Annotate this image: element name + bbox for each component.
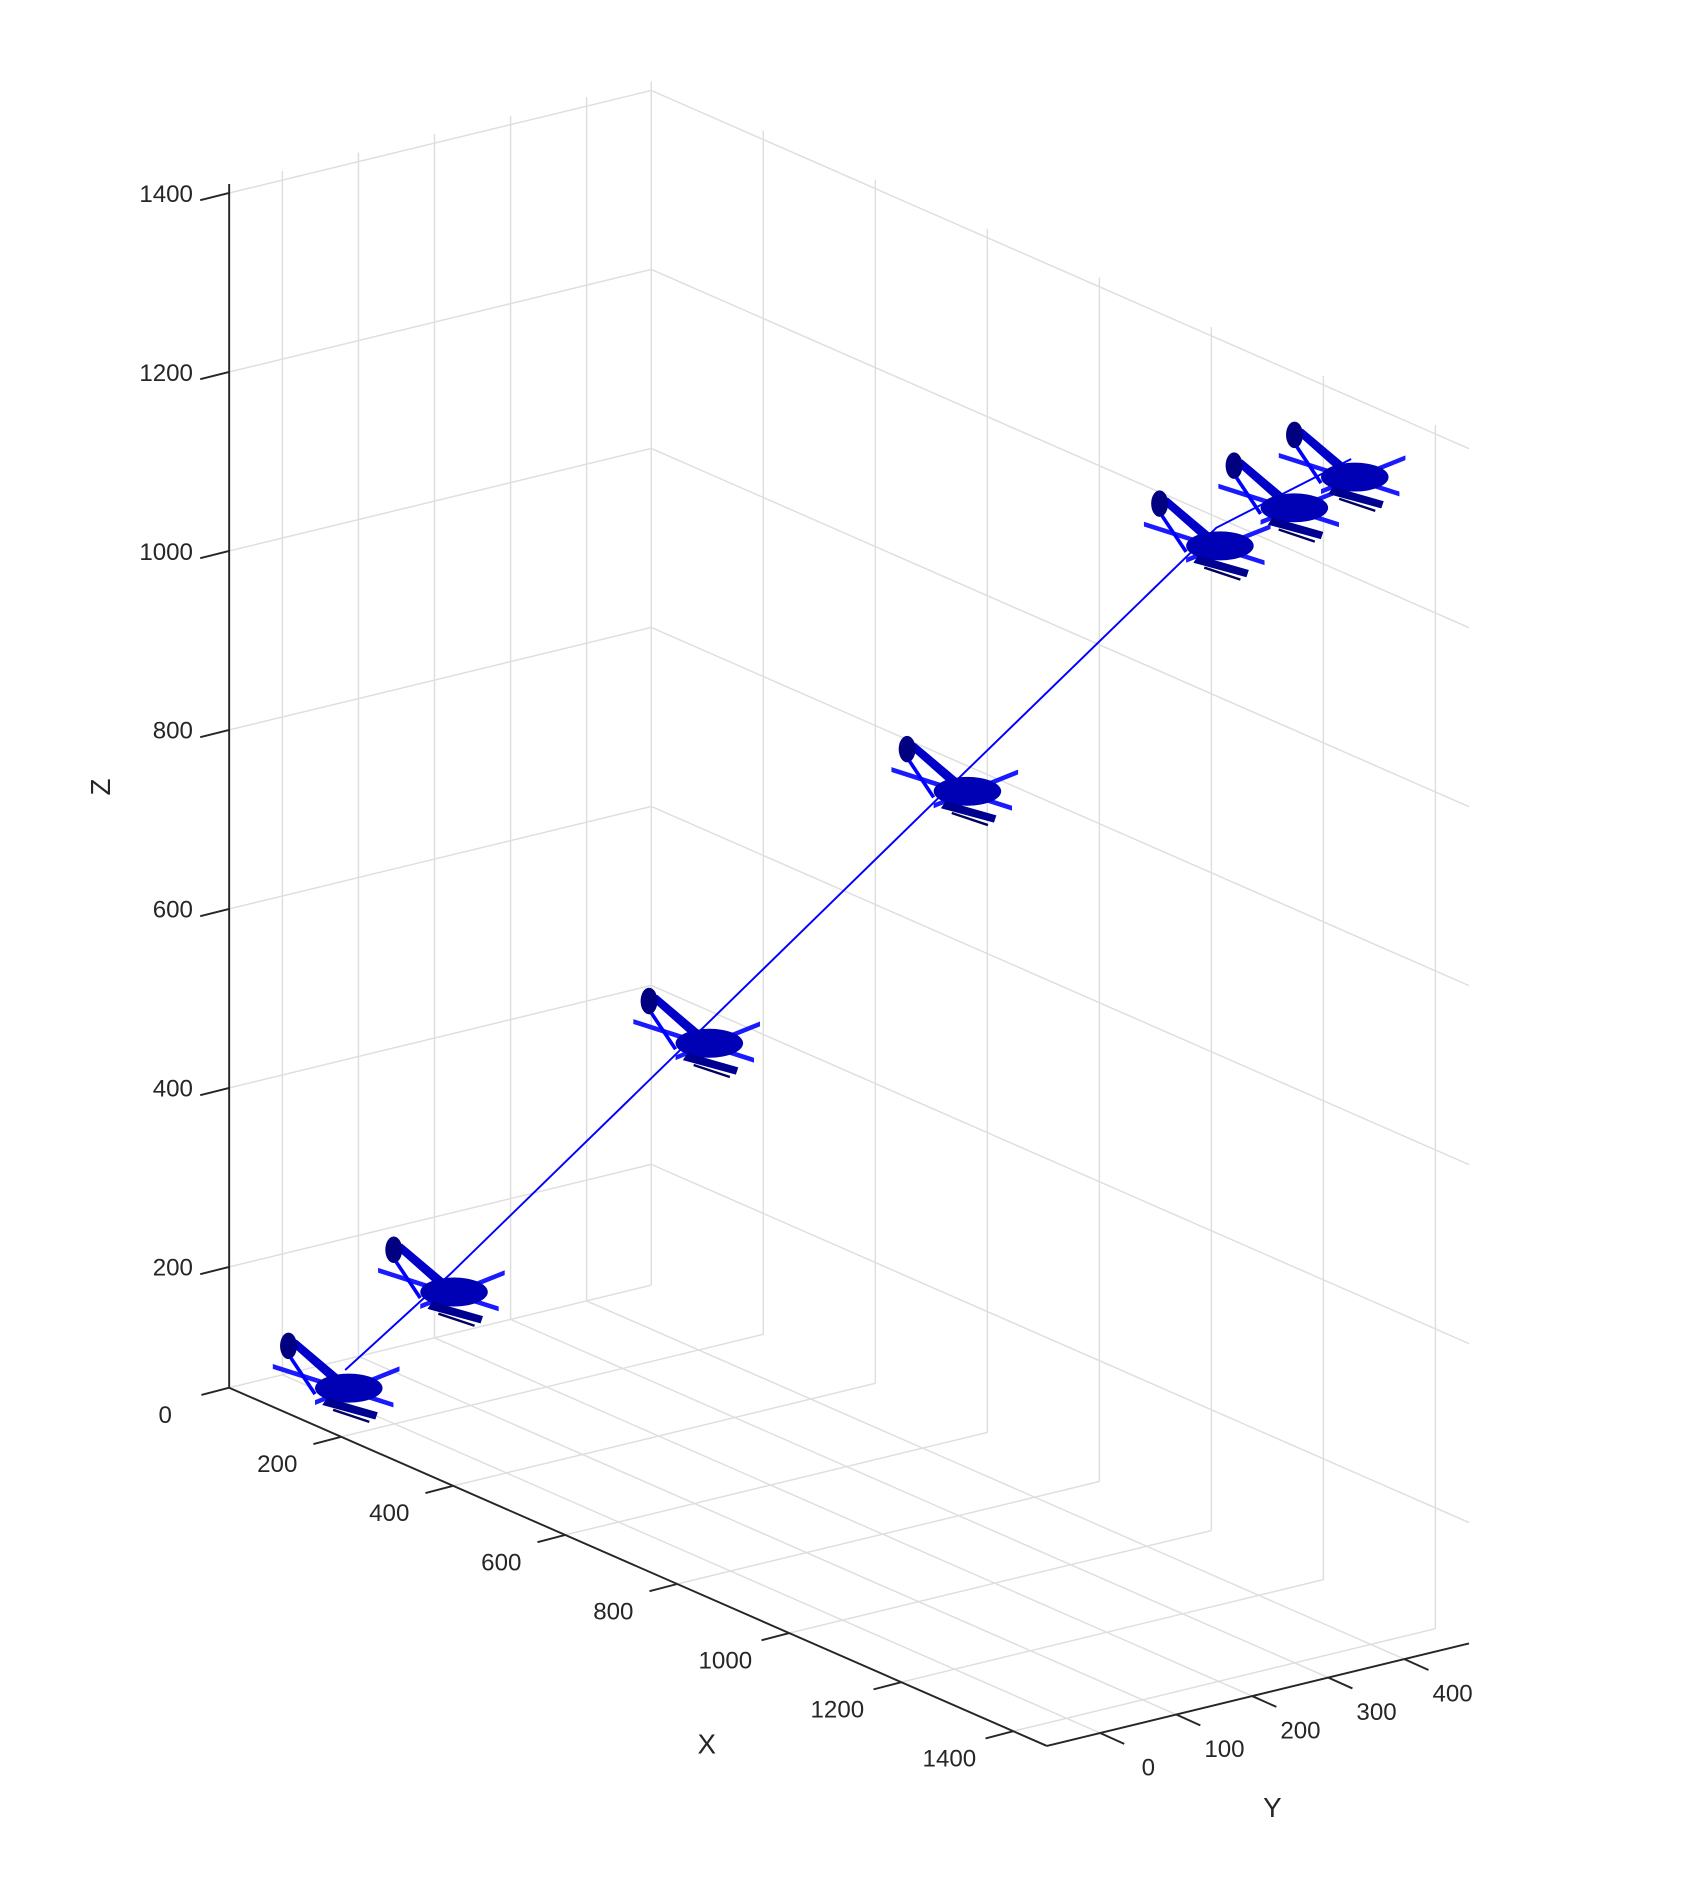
- y-tick-label: 0: [1142, 1755, 1155, 1782]
- grid-line: [510, 1318, 1329, 1679]
- helicopter: [1216, 450, 1347, 544]
- x-tick-label: 1400: [923, 1746, 977, 1773]
- grid-line: [341, 1333, 764, 1438]
- axes: 2004006008001000120014000200400600800100…: [139, 181, 1472, 1782]
- grid-line: [650, 268, 1470, 629]
- helicopter: [271, 1330, 402, 1424]
- grid-line: [228, 268, 652, 373]
- z-tick: [199, 729, 230, 739]
- y-tick: [1099, 1732, 1125, 1745]
- grid-line: [228, 626, 652, 731]
- grid-line: [434, 1337, 1253, 1697]
- x-tick: [985, 1730, 1014, 1740]
- y-tick-label: 100: [1204, 1736, 1244, 1763]
- grid-line: [282, 1374, 1101, 1734]
- helicopter: [1142, 488, 1273, 582]
- trajectory: [344, 458, 1352, 1371]
- grid-line: [1013, 1627, 1436, 1732]
- z-tick: [199, 550, 230, 560]
- y-tick: [1327, 1676, 1353, 1690]
- grid-line: [586, 1300, 1405, 1660]
- grid-line: [650, 447, 1470, 808]
- x-tick: [537, 1533, 566, 1544]
- grid-line: [565, 1431, 988, 1536]
- z-tick-label: 600: [153, 897, 193, 924]
- helicopter: [889, 734, 1020, 827]
- grid-line: [650, 626, 1470, 987]
- z-tick: [199, 192, 230, 202]
- y-axis: [1046, 1642, 1470, 1747]
- helicopter: [631, 985, 762, 1079]
- grid-line: [677, 1480, 1100, 1585]
- grid-line: [228, 89, 652, 194]
- z-tick-label: 200: [153, 1255, 193, 1282]
- y-axis-label: Y: [1263, 1792, 1282, 1823]
- y-tick: [1175, 1713, 1201, 1727]
- z-tick: [199, 1086, 230, 1097]
- z-tick-label: 400: [153, 1076, 193, 1103]
- grid-line: [650, 1163, 1470, 1524]
- x-tick: [425, 1484, 454, 1495]
- y-tick: [1403, 1658, 1429, 1671]
- x-tick-label: 0: [159, 1402, 172, 1429]
- x-axis: [228, 1386, 1048, 1747]
- z-tick-label: 1000: [139, 539, 193, 566]
- grid-line: [650, 805, 1470, 1166]
- y-tick-label: 200: [1280, 1718, 1320, 1745]
- grid-line: [453, 1382, 876, 1487]
- plot: [271, 419, 1408, 1424]
- grid-line: [650, 984, 1470, 1345]
- x-tick-label: 800: [593, 1598, 633, 1625]
- grid-line: [228, 447, 652, 552]
- grid-line: [650, 89, 1470, 450]
- x-tick-label: 1000: [699, 1647, 753, 1674]
- x-tick: [313, 1435, 342, 1445]
- y-tick: [1251, 1695, 1277, 1708]
- z-tick-label: 1400: [139, 181, 193, 208]
- z-tick: [199, 371, 230, 381]
- y-tick-label: 400: [1432, 1681, 1472, 1708]
- y-tick-label: 300: [1356, 1699, 1396, 1726]
- z-tick: [199, 1265, 230, 1276]
- z-tick: [199, 908, 230, 918]
- z-tick-label: 1200: [139, 360, 193, 387]
- x-tick-label: 400: [369, 1500, 409, 1527]
- grid-line: [228, 805, 652, 910]
- x-tick-label: 200: [257, 1451, 297, 1478]
- grid: [228, 81, 1470, 1734]
- grid-line: [789, 1529, 1212, 1634]
- z-tick-label: 800: [153, 718, 193, 745]
- x-tick: [201, 1386, 230, 1396]
- z-axis-label: Z: [85, 779, 116, 796]
- x-tick-label: 1200: [811, 1696, 865, 1723]
- grid-line: [901, 1578, 1324, 1683]
- grid-line: [358, 1355, 1177, 1716]
- x-tick: [761, 1632, 790, 1642]
- x-axis-label: X: [698, 1728, 717, 1759]
- x-tick: [873, 1681, 902, 1691]
- helicopter: [376, 1234, 507, 1328]
- grid-line: [228, 984, 652, 1089]
- grid-line: [228, 1163, 652, 1268]
- x-tick-label: 600: [481, 1549, 521, 1576]
- x-tick: [649, 1583, 678, 1593]
